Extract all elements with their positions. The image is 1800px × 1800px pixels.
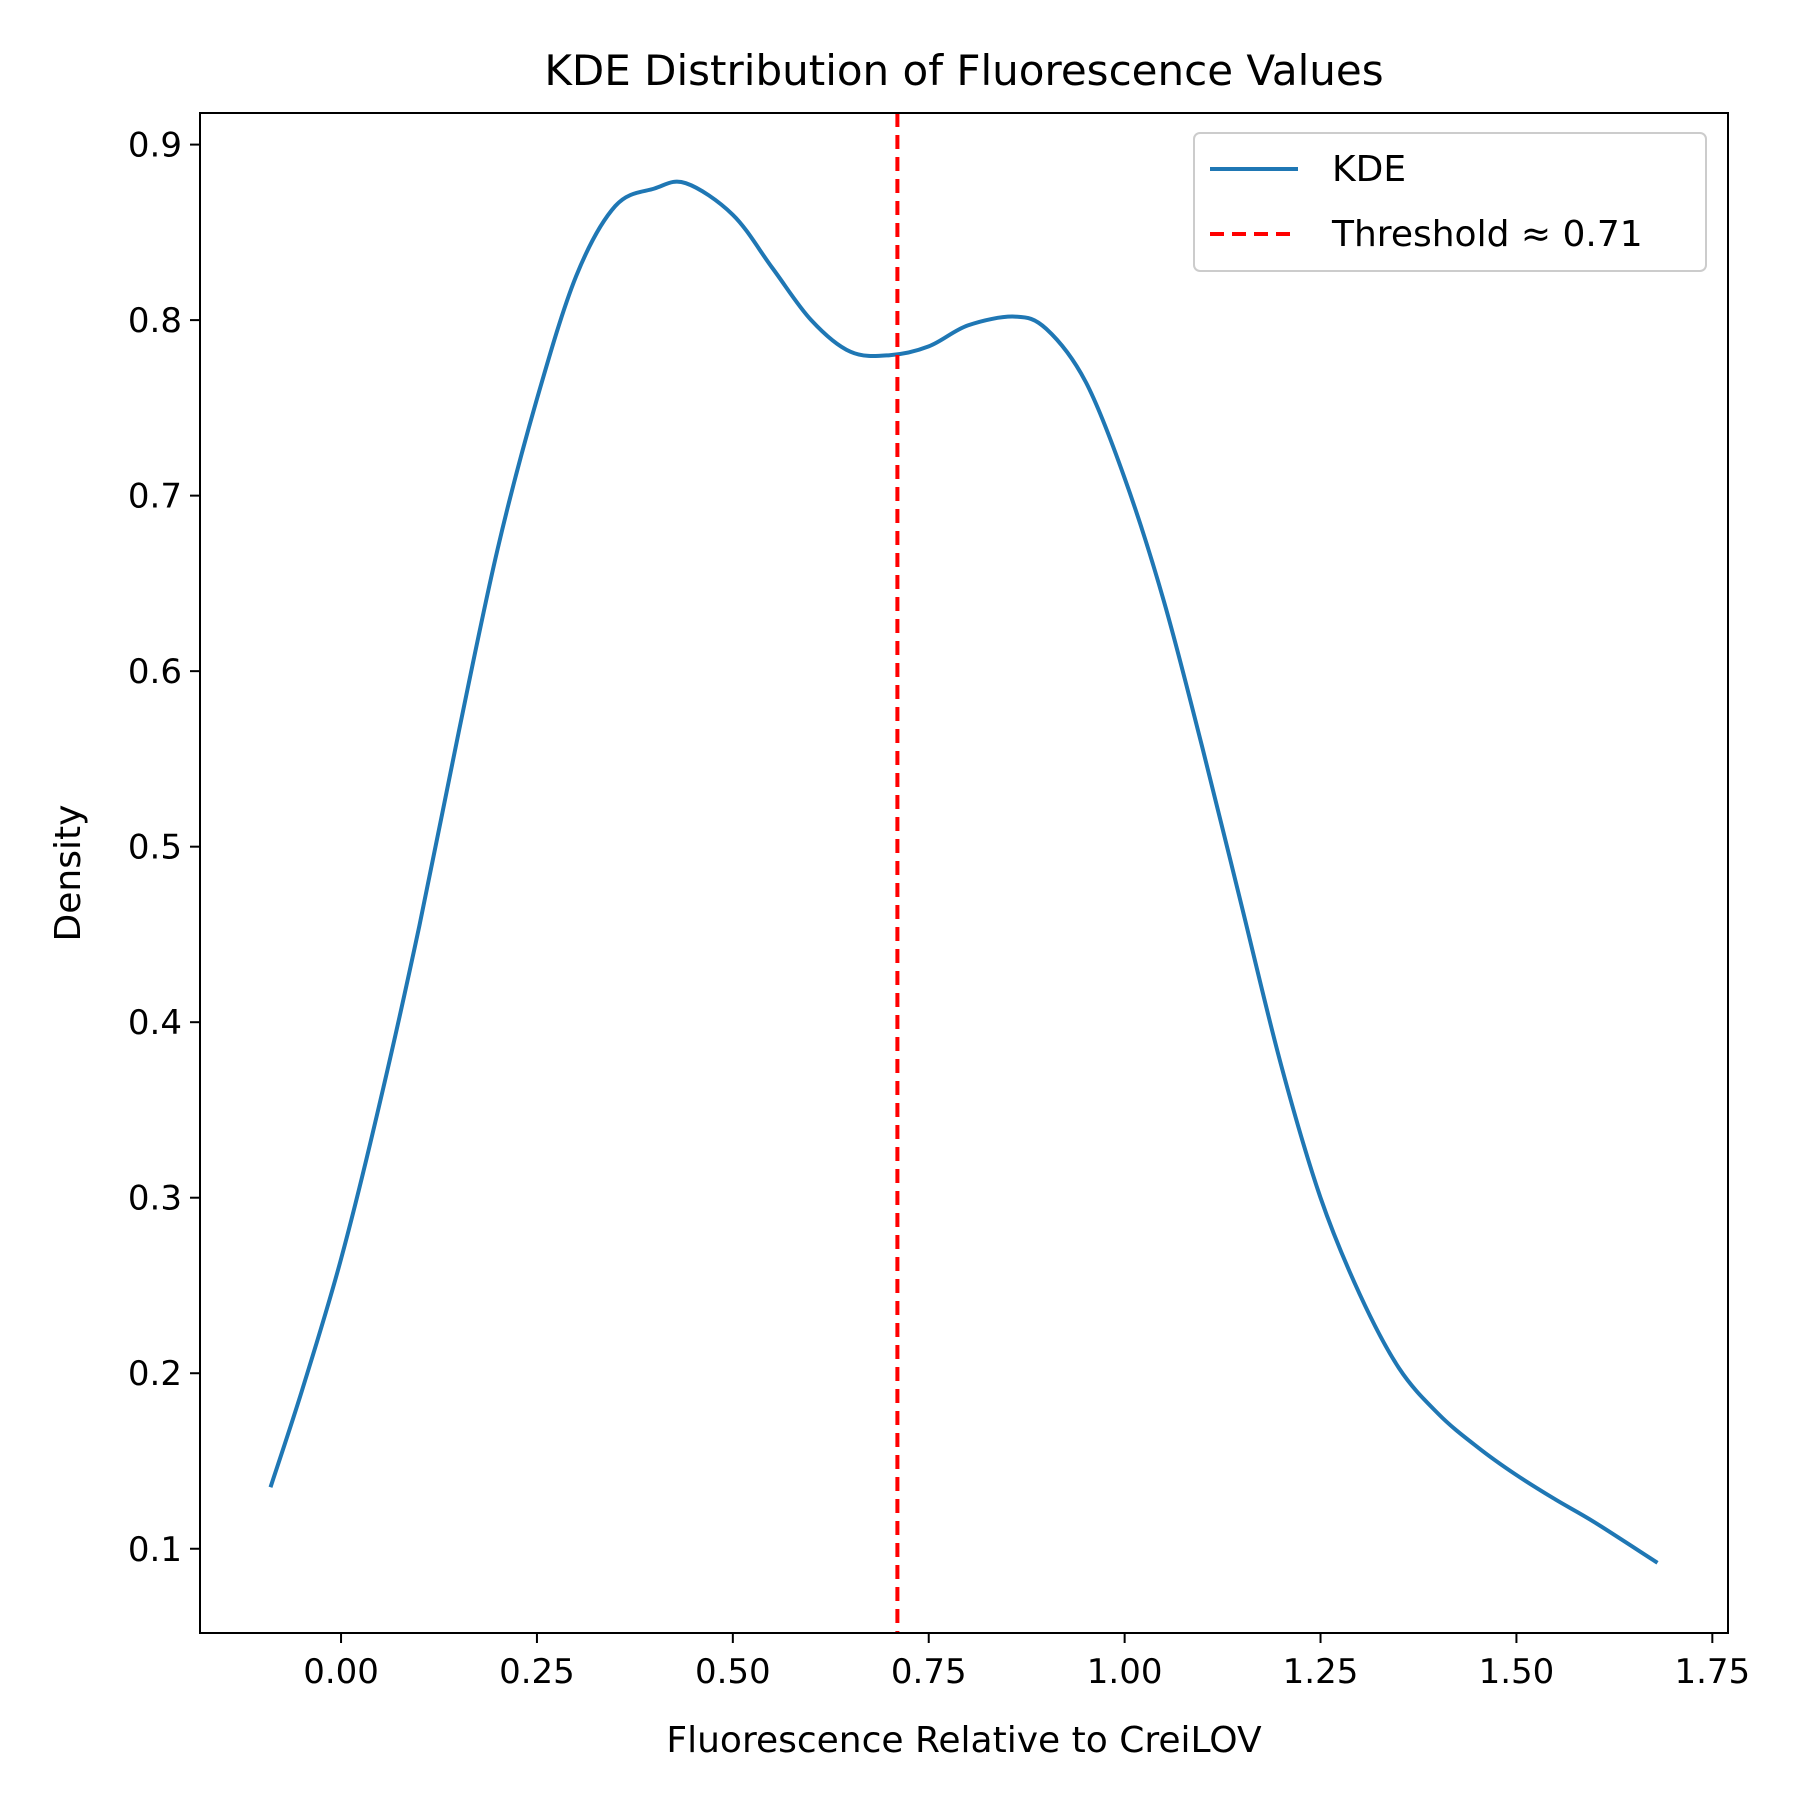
y-tick-label: 0.5 <box>128 828 182 868</box>
y-tick-label: 0.3 <box>128 1179 182 1219</box>
y-tick-label: 0.6 <box>128 652 182 692</box>
kde-curve <box>268 179 1659 1565</box>
legend-box <box>1193 132 1707 272</box>
x-axis-ticks: 0.00 0.25 0.50 0.75 1.00 1.25 1.50 1.75 <box>303 1633 1750 1692</box>
x-axis-label: Fluorescence Relative to CreiLOV <box>666 1720 1262 1761</box>
x-tick-label: 0.00 <box>303 1652 379 1692</box>
legend-kde-label: KDE <box>1332 149 1406 190</box>
x-tick-label: 1.50 <box>1479 1652 1555 1692</box>
x-tick-label: 1.25 <box>1283 1652 1359 1692</box>
x-tick-label: 1.00 <box>1087 1652 1163 1692</box>
plot-background <box>200 113 1728 1633</box>
x-tick-label: 1.75 <box>1674 1652 1750 1692</box>
y-tick-label: 0.1 <box>128 1530 182 1570</box>
legend: KDE Threshold ≈ 0.71 <box>1193 132 1707 272</box>
plot-area: 0.00 0.25 0.50 0.75 1.00 1.25 1.50 1.75 0.10.20… <box>128 112 1750 1692</box>
y-axis-ticks: 0.1 0.2 0.3 0.4 0.5 0.6 0.7 0.8 0.9 <box>128 126 200 1570</box>
y-tick-label: 0.8 <box>128 301 182 341</box>
y-axis-label: Density <box>48 805 89 942</box>
x-tick-label: 0.75 <box>891 1652 967 1692</box>
chart-title: KDE Distribution of Fluorescence Values <box>544 46 1383 95</box>
axes-frame <box>199 112 1729 1634</box>
y-tick-label: 0.2 <box>128 1354 182 1394</box>
series-layer <box>268 113 1659 1633</box>
y-tick-label: 0.7 <box>128 477 182 517</box>
y-tick-label: 0.9 <box>128 126 182 166</box>
x-tick-label: 0.25 <box>499 1652 575 1692</box>
legend-threshold-label: Threshold ≈ 0.71 <box>1331 214 1643 255</box>
y-tick-label: 0.4 <box>128 1003 182 1043</box>
x-tick-label: 0.50 <box>695 1652 771 1692</box>
